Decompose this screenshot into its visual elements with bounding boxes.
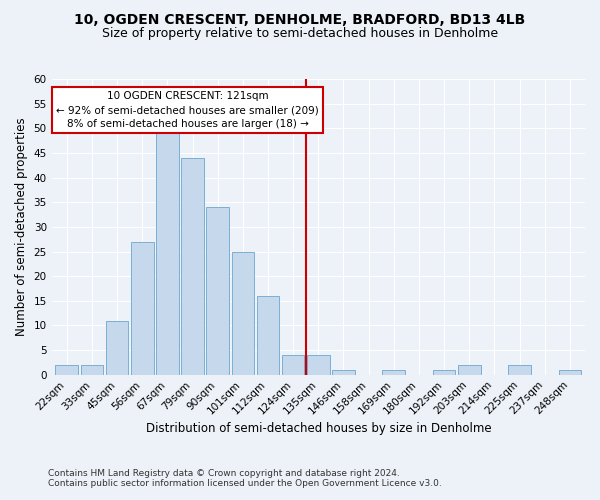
Bar xyxy=(559,370,581,374)
Bar xyxy=(508,365,531,374)
Y-axis label: Number of semi-detached properties: Number of semi-detached properties xyxy=(15,118,28,336)
Text: Contains HM Land Registry data © Crown copyright and database right 2024.: Contains HM Land Registry data © Crown c… xyxy=(48,468,400,477)
Text: 10, OGDEN CRESCENT, DENHOLME, BRADFORD, BD13 4LB: 10, OGDEN CRESCENT, DENHOLME, BRADFORD, … xyxy=(74,12,526,26)
Bar xyxy=(282,355,304,374)
X-axis label: Distribution of semi-detached houses by size in Denholme: Distribution of semi-detached houses by … xyxy=(146,422,491,435)
Bar xyxy=(257,296,280,374)
Bar xyxy=(55,365,78,374)
Bar xyxy=(232,252,254,374)
Text: 10 OGDEN CRESCENT: 121sqm
← 92% of semi-detached houses are smaller (209)
8% of : 10 OGDEN CRESCENT: 121sqm ← 92% of semi-… xyxy=(56,92,319,130)
Bar xyxy=(332,370,355,374)
Bar xyxy=(307,355,329,374)
Text: Contains public sector information licensed under the Open Government Licence v3: Contains public sector information licen… xyxy=(48,478,442,488)
Bar xyxy=(433,370,455,374)
Bar xyxy=(131,242,154,374)
Bar xyxy=(382,370,405,374)
Bar xyxy=(106,320,128,374)
Bar xyxy=(206,207,229,374)
Text: Size of property relative to semi-detached houses in Denholme: Size of property relative to semi-detach… xyxy=(102,28,498,40)
Bar xyxy=(458,365,481,374)
Bar xyxy=(156,128,179,374)
Bar xyxy=(181,158,204,374)
Bar xyxy=(80,365,103,374)
